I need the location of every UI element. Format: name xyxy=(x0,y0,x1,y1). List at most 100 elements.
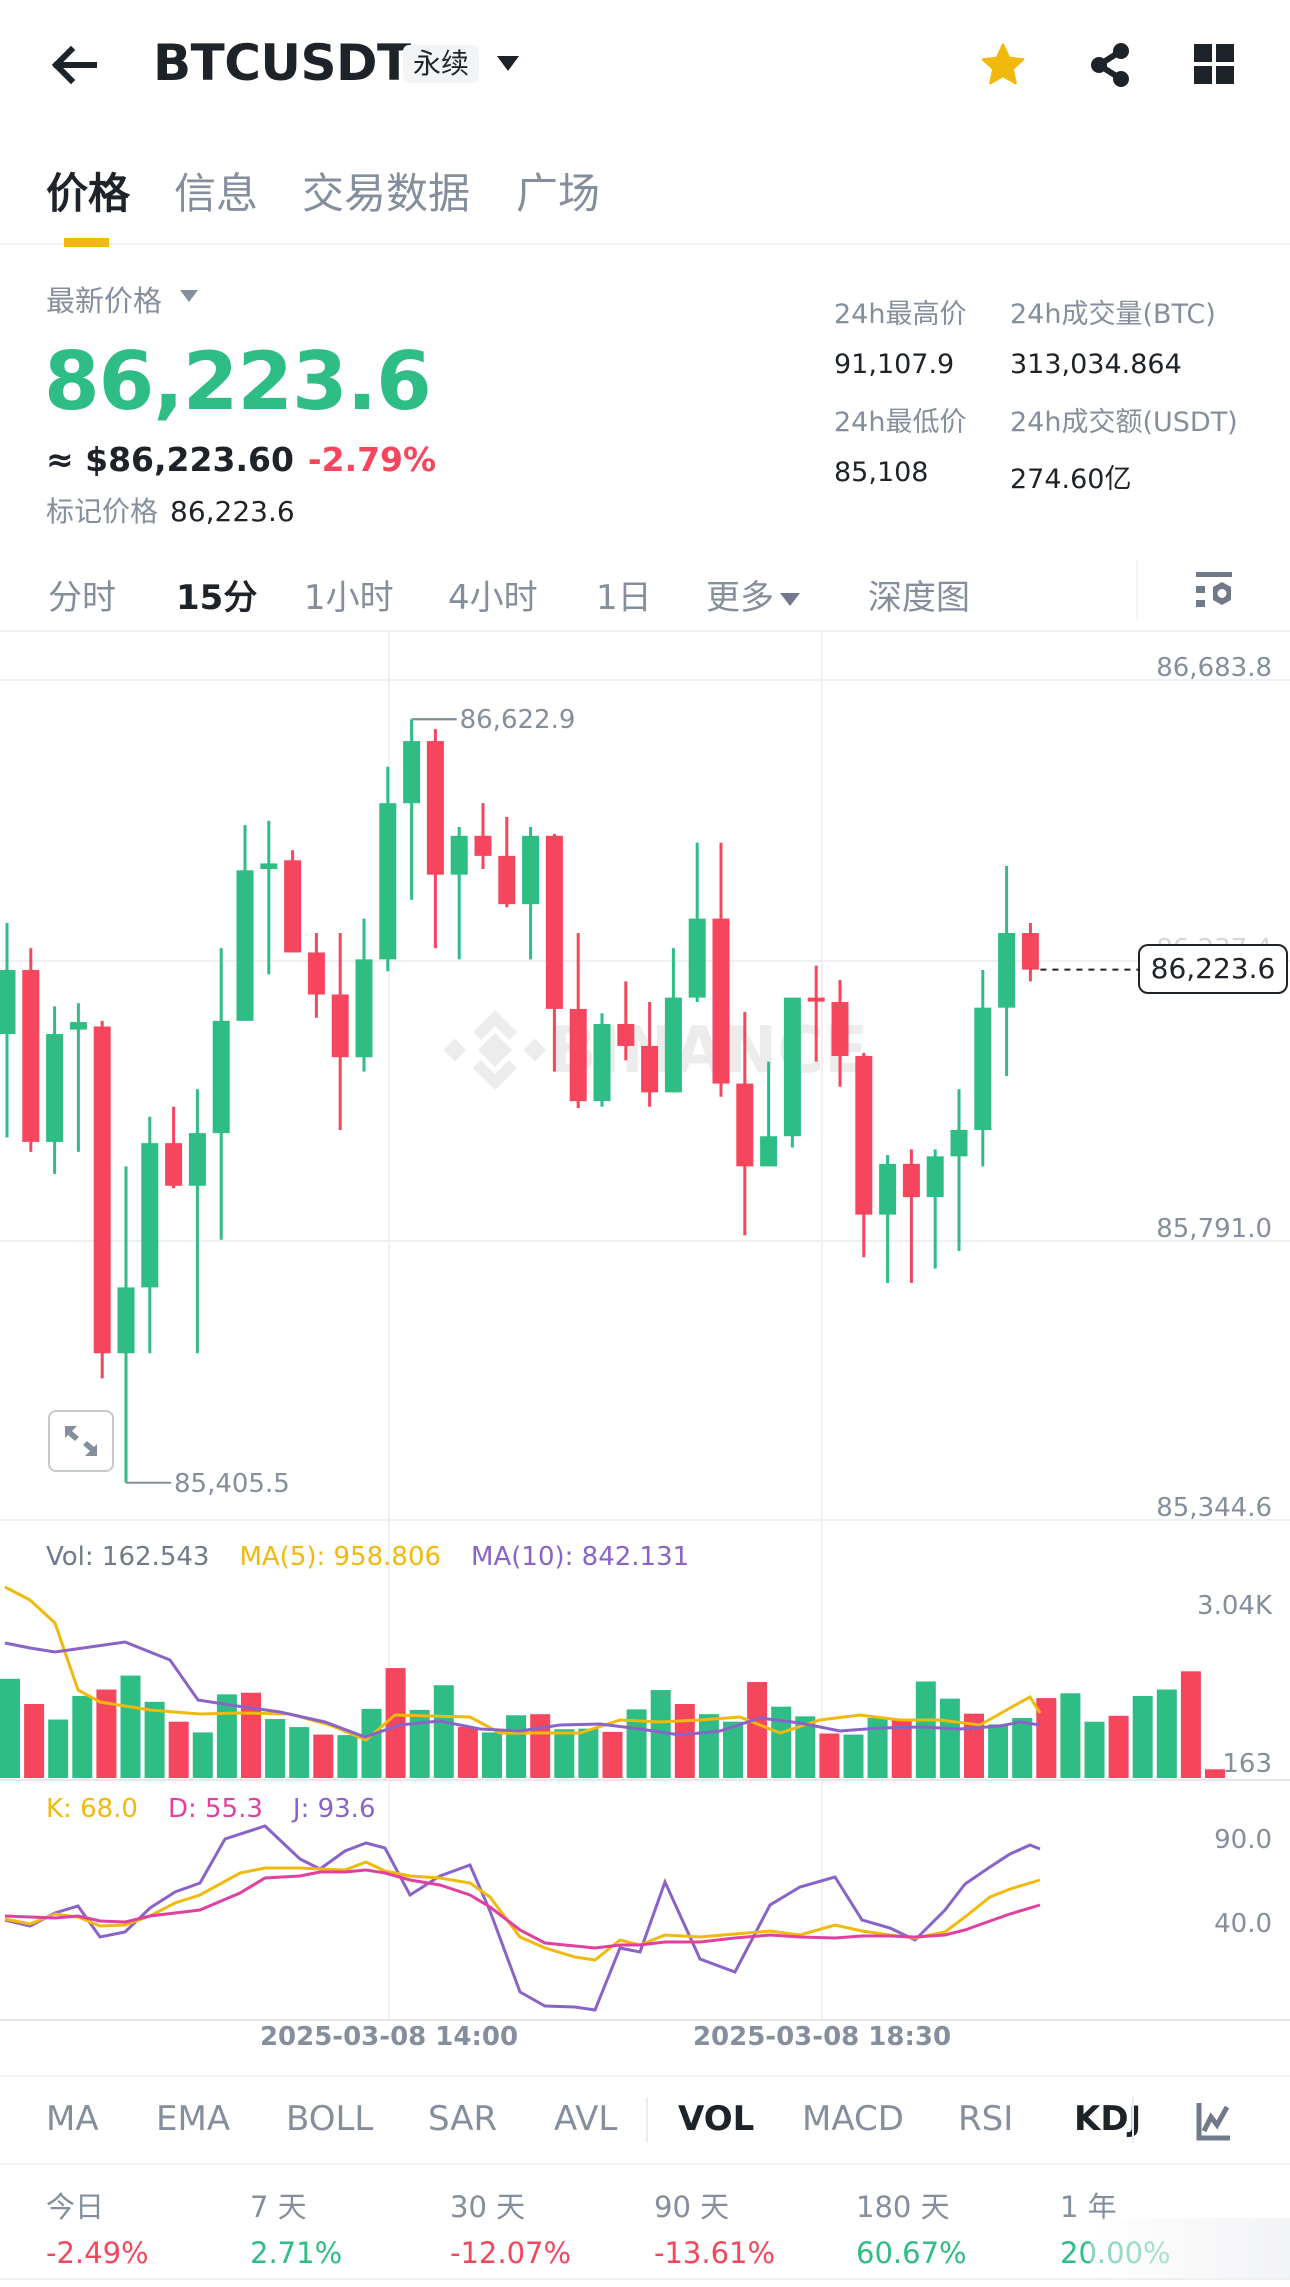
vol-ma5-value: MA(5): 958.806 xyxy=(239,1542,442,1572)
kdj-d-value: D: 55.3 xyxy=(167,1794,263,1824)
back-button[interactable] xyxy=(46,40,102,90)
perf-label: 180 天 xyxy=(856,2190,950,2224)
main-tabs: 价格 信息 交易数据 广场 xyxy=(0,160,1290,247)
tab-trading-data[interactable]: 交易数据 xyxy=(302,169,471,218)
svg-text:85,405.5: 85,405.5 xyxy=(174,1469,290,1499)
indicator-ema[interactable]: EMA xyxy=(156,2099,231,2139)
favorite-button[interactable] xyxy=(978,40,1028,90)
svg-text:2025-03-08 14:00: 2025-03-08 14:00 xyxy=(260,2022,518,2052)
interval-more-dropdown[interactable]: 更多 xyxy=(706,570,800,619)
last-price: 86,223.6 xyxy=(44,335,432,428)
perf-today: 今日 -2.49% xyxy=(46,2184,149,2270)
svg-text:86,622.9: 86,622.9 xyxy=(460,705,576,735)
indicator-kdj[interactable]: KDJ xyxy=(1074,2099,1142,2139)
stat-label: 24h最高价 xyxy=(834,299,967,330)
indicator-ma[interactable]: MA xyxy=(46,2099,99,2139)
divider xyxy=(646,2097,648,2143)
tab-price[interactable]: 价格 xyxy=(46,169,131,218)
perf-value: 2.71% xyxy=(250,2236,343,2270)
divider xyxy=(1136,560,1138,620)
top-bar: BTCUSDT 永续 xyxy=(0,0,1290,130)
mark-price-label: 标记价格 xyxy=(46,495,159,528)
perf-value: 60.67% xyxy=(856,2236,967,2270)
svg-text:85,344.6: 85,344.6 xyxy=(1156,1493,1272,1523)
interval-15m[interactable]: 15分 xyxy=(176,578,258,618)
fullscreen-button[interactable] xyxy=(48,1410,114,1472)
share-button[interactable] xyxy=(1085,40,1135,90)
indicator-rsi[interactable]: RSI xyxy=(958,2099,1014,2139)
usd-price-line: ≈ $86,223.60 -2.79% xyxy=(46,440,436,479)
stat-24h-low: 24h最低价 85,108 xyxy=(834,400,966,488)
stat-label: 24h最低价 xyxy=(834,407,967,438)
chevron-down-icon xyxy=(780,593,800,606)
perf-label: 7 天 xyxy=(250,2190,307,2224)
kdj-k-value: K: 68.0 xyxy=(46,1794,138,1824)
stat-value: 274.60亿 xyxy=(1010,464,1132,495)
svg-text:90.0: 90.0 xyxy=(1214,1825,1272,1855)
stat-24h-volume-btc: 24h成交量(BTC) 313,034.864 xyxy=(1010,292,1216,380)
stat-value: 313,034.864 xyxy=(1010,349,1182,380)
interval-timeline[interactable]: 分时 xyxy=(48,578,116,618)
price-change-percent: -2.79% xyxy=(307,440,437,479)
star-icon xyxy=(981,43,1025,85)
svg-text:3.04K: 3.04K xyxy=(1197,1591,1273,1621)
indicator-avl[interactable]: AVL xyxy=(554,2099,618,2139)
indicator-sar[interactable]: SAR xyxy=(428,2099,498,2139)
perf-value: -2.49% xyxy=(46,2236,149,2270)
perf-30d: 30 天 -12.07% xyxy=(450,2184,571,2270)
perf-7d: 7 天 2.71% xyxy=(250,2184,342,2270)
vol-ma10-value: MA(10): 842.131 xyxy=(471,1542,690,1572)
tab-square[interactable]: 广场 xyxy=(516,169,601,218)
svg-text:86,683.8: 86,683.8 xyxy=(1156,653,1272,683)
kline-chart[interactable]: BINANCE 86,622.985,405.586,683.886,237.4… xyxy=(0,632,1290,2072)
indicator-settings-button[interactable] xyxy=(1196,2101,1236,2141)
stat-label: 24h成交额(USDT) xyxy=(1010,407,1238,438)
back-arrow-icon xyxy=(51,45,97,85)
mark-price-value: 86,223.6 xyxy=(170,495,295,528)
kdj-legend: K: 68.0 D: 55.3 J: 93.6 xyxy=(46,1794,406,1824)
perf-value: -12.07% xyxy=(450,2236,572,2270)
perf-label: 30 天 xyxy=(450,2190,526,2224)
active-tab-indicator xyxy=(64,238,109,247)
divider xyxy=(1132,2097,1134,2143)
price-type-caret-icon[interactable] xyxy=(180,290,198,302)
more-menu-button[interactable] xyxy=(1190,40,1240,90)
symbol-dropdown-caret-icon[interactable] xyxy=(497,56,519,71)
perf-90d: 90 天 -13.61% xyxy=(654,2184,775,2270)
vol-value: Vol: 162.543 xyxy=(46,1542,210,1572)
tab-info[interactable]: 信息 xyxy=(174,169,259,218)
indicator-chart-icon xyxy=(1196,2103,1230,2141)
interval-1d[interactable]: 1日 xyxy=(596,578,652,618)
perf-label: 90 天 xyxy=(654,2190,730,2224)
expand-arrows-icon xyxy=(65,1426,97,1456)
last-price-tag: 86,223.6 xyxy=(1138,944,1288,994)
indicator-macd[interactable]: MACD xyxy=(802,2099,904,2139)
depth-chart-tab[interactable]: 深度图 xyxy=(868,578,970,618)
kline-chart-canvas[interactable]: BINANCE 86,622.985,405.586,683.886,237.4… xyxy=(0,632,1290,2072)
indicator-selector: MA EMA BOLL SAR AVL VOL MACD RSI KDJ xyxy=(0,2075,1290,2165)
stat-label: 24h成交量(BTC) xyxy=(1010,299,1216,330)
perf-label: 今日 xyxy=(46,2190,105,2224)
interval-1h[interactable]: 1小时 xyxy=(304,578,394,618)
chart-settings-icon xyxy=(1196,572,1232,607)
perf-value: -13.61% xyxy=(654,2236,776,2270)
interval-4h[interactable]: 4小时 xyxy=(448,578,538,618)
contract-type-badge: 永续 xyxy=(403,45,480,83)
indicator-boll[interactable]: BOLL xyxy=(286,2099,374,2139)
chart-settings-button[interactable] xyxy=(1192,568,1236,616)
indicator-vol[interactable]: VOL xyxy=(678,2099,755,2139)
kdj-j-value: J: 93.6 xyxy=(292,1794,376,1824)
price-type-selector[interactable]: 最新价格 xyxy=(46,284,163,318)
grid-menu-icon xyxy=(1194,44,1234,84)
symbol-title[interactable]: BTCUSDT xyxy=(153,34,411,92)
usd-approx-price: ≈ $86,223.60 xyxy=(46,440,294,479)
scroll-fade-overlay xyxy=(1090,2218,1290,2278)
mark-price-line: 标记价格 86,223.6 xyxy=(46,490,295,530)
stat-24h-high: 24h最高价 91,107.9 xyxy=(834,292,966,380)
svg-text:40.0: 40.0 xyxy=(1214,1909,1272,1939)
stat-value: 85,108 xyxy=(834,457,929,488)
interval-selector: 分时 15分 1小时 4小时 1日 更多 深度图 xyxy=(0,560,1290,632)
svg-text:2025-03-08 18:30: 2025-03-08 18:30 xyxy=(693,2022,951,2052)
interval-more-label: 更多 xyxy=(706,578,774,618)
volume-legend: Vol: 162.543 MA(5): 958.806 MA(10): 842.13… xyxy=(46,1542,719,1572)
